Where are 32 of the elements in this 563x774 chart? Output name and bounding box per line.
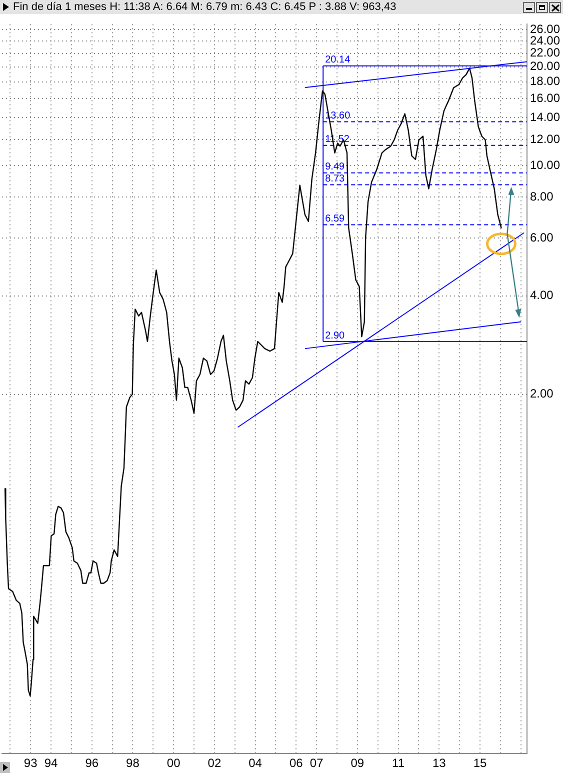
ref-line-label: 20.14 <box>325 54 351 66</box>
y-tick-label: 22.00 <box>530 46 560 60</box>
y-tick-label: 24.00 <box>530 33 560 48</box>
y-tick-label: 6.00 <box>530 230 554 244</box>
x-tick-label: 96 <box>85 756 99 770</box>
y-tick-label: 14.00 <box>530 110 560 124</box>
ref-line-label: 8.73 <box>325 174 346 185</box>
x-tick-label: 13 <box>432 756 446 770</box>
x-tick-label: 15 <box>473 756 487 770</box>
x-tick-label: 11 <box>392 756 405 770</box>
x-tick-label: 06 <box>289 756 304 770</box>
ref-line-label: 6.59 <box>325 214 346 225</box>
x-tick-label: 94 <box>44 756 58 770</box>
y-tick-label: 20.00 <box>530 59 560 74</box>
x-tick-label: 09 <box>350 756 364 770</box>
y-tick-label: 2.00 <box>530 386 554 401</box>
y-tick-label: 26.00 <box>530 22 560 36</box>
y-tick-label: 4.00 <box>530 288 554 302</box>
x-tick-label: 04 <box>248 756 262 770</box>
y-tick-label: 18.00 <box>530 74 560 88</box>
y-tick-label: 10.00 <box>530 158 560 172</box>
chart-title: Fin de día 1 meses H: 11:38 A: 6.64 M: 6.79 m: 6.43 C: 6.45 P : 3.88 V: 963,43 <box>13 1 396 13</box>
x-tick-label: 93 <box>24 756 38 770</box>
ref-line-label: 9.49 <box>325 162 346 173</box>
x-tick-label: 00 <box>166 756 181 770</box>
x-tick-label: 02 <box>208 756 222 770</box>
x-tick-label: 07 <box>310 756 324 770</box>
y-tick-label: 8.00 <box>530 190 554 204</box>
y-tick-label: 12.00 <box>530 132 560 146</box>
ref-line-label: 2.90 <box>325 330 346 342</box>
x-tick-label: 98 <box>126 756 140 770</box>
y-tick-label: 16.00 <box>530 90 560 105</box>
